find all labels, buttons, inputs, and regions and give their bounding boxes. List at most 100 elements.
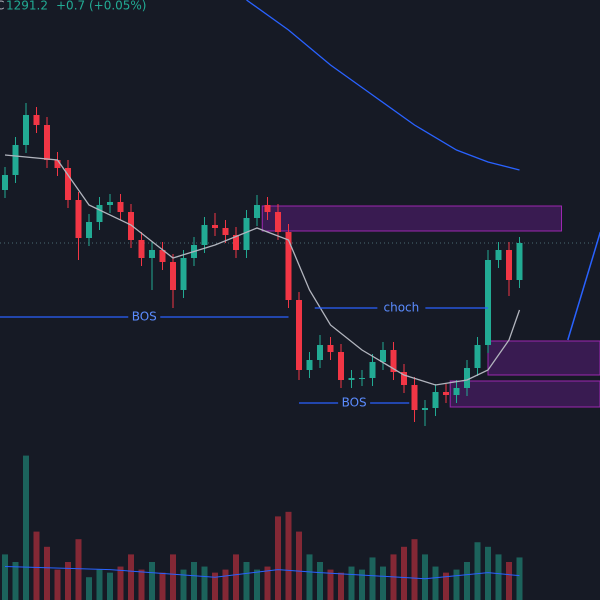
candle-body <box>506 250 512 280</box>
volume-ma <box>4 566 520 580</box>
candle-body <box>2 175 8 190</box>
header-close: 1291.2 <box>6 0 48 13</box>
candle-body <box>86 222 92 238</box>
structure-label: BOS <box>132 310 157 324</box>
candle-body <box>254 205 260 218</box>
volume-bar <box>222 569 229 600</box>
volume-bar <box>212 572 218 600</box>
candle-body <box>170 262 176 290</box>
volume-bar <box>453 569 460 600</box>
candle-body <box>75 200 82 238</box>
candle-body <box>369 362 376 378</box>
candle-body <box>149 250 155 258</box>
candle-body <box>23 115 29 145</box>
candle-body <box>44 125 50 160</box>
volume-bar <box>306 554 313 600</box>
volume-bar <box>107 572 113 600</box>
volume-bar <box>2 554 8 600</box>
volume-bar <box>359 569 365 600</box>
candle-body <box>138 240 145 258</box>
volume-bar <box>464 562 470 600</box>
volume-bar <box>485 546 491 600</box>
volume-bar <box>411 539 418 600</box>
candle-body <box>338 352 344 380</box>
volume-bar <box>54 569 61 600</box>
volume-bar <box>243 562 250 600</box>
volume-bar <box>23 455 29 600</box>
structure-label: choch <box>384 301 420 315</box>
candle-body <box>453 388 460 395</box>
candle-body <box>485 260 491 345</box>
candle-body <box>96 205 103 222</box>
volume-bar <box>96 569 103 600</box>
volume-bar <box>327 569 334 600</box>
candle-body <box>432 392 439 408</box>
volume-bar <box>201 566 208 600</box>
volume-bar <box>296 531 302 600</box>
volume-bar <box>401 546 407 600</box>
candle-body <box>306 360 313 370</box>
volume-bar <box>348 566 355 600</box>
candle-body <box>201 225 208 245</box>
volume-bar <box>12 562 19 600</box>
candle-body <box>222 228 229 235</box>
candle-body <box>243 218 250 250</box>
candle-body <box>212 225 218 228</box>
volume-bar <box>338 572 344 600</box>
candle-body <box>495 250 502 260</box>
candle-body <box>390 350 397 372</box>
volume-bar <box>516 557 523 600</box>
volume-bar <box>254 569 260 600</box>
zone <box>449 380 600 408</box>
trend-line <box>567 231 600 341</box>
candle-body <box>422 408 428 410</box>
candle-body <box>380 350 386 362</box>
moving-average <box>4 154 521 386</box>
volume-bar <box>149 562 155 600</box>
volume-bar <box>86 577 92 600</box>
candle-body <box>65 168 71 200</box>
candle-body <box>359 378 365 379</box>
candle-body <box>327 345 334 352</box>
volume-bar <box>138 569 145 600</box>
volume-bar <box>380 566 386 600</box>
volume-bar <box>285 511 292 600</box>
volume-bar <box>432 566 439 600</box>
candle-body <box>317 345 323 360</box>
header-change: +0.7 (+0.05%) <box>56 0 147 13</box>
candle-body <box>128 212 134 240</box>
zone <box>487 340 600 376</box>
candle-body <box>285 232 292 300</box>
candle-body <box>180 258 187 290</box>
volume-bar <box>180 569 187 600</box>
volume-bar <box>369 557 376 600</box>
candle-body <box>275 212 281 232</box>
volume-bar <box>65 562 71 600</box>
volume-bar <box>75 539 82 600</box>
header-close-label: C <box>0 0 4 13</box>
candle-body <box>411 385 418 410</box>
volume-bar <box>128 554 134 600</box>
volume-bar <box>506 562 512 600</box>
candle-body <box>12 145 19 175</box>
volume-bar <box>44 546 50 600</box>
candle-body <box>464 368 470 388</box>
volume-bar <box>170 554 176 600</box>
volume-bar <box>443 572 449 600</box>
candle-body <box>474 345 481 368</box>
volume-bar <box>191 562 197 600</box>
candle-body <box>296 300 302 370</box>
volume-bar <box>233 554 239 600</box>
candle-body <box>401 372 407 385</box>
volume-bar <box>317 562 323 600</box>
candle-body <box>54 160 61 168</box>
candle-body <box>107 202 113 205</box>
volume-bar <box>495 554 502 600</box>
candle-body <box>117 202 124 212</box>
structure-label: BOS <box>342 396 367 410</box>
zone <box>261 205 562 232</box>
volume-bar <box>422 554 428 600</box>
candle-body <box>264 205 271 212</box>
